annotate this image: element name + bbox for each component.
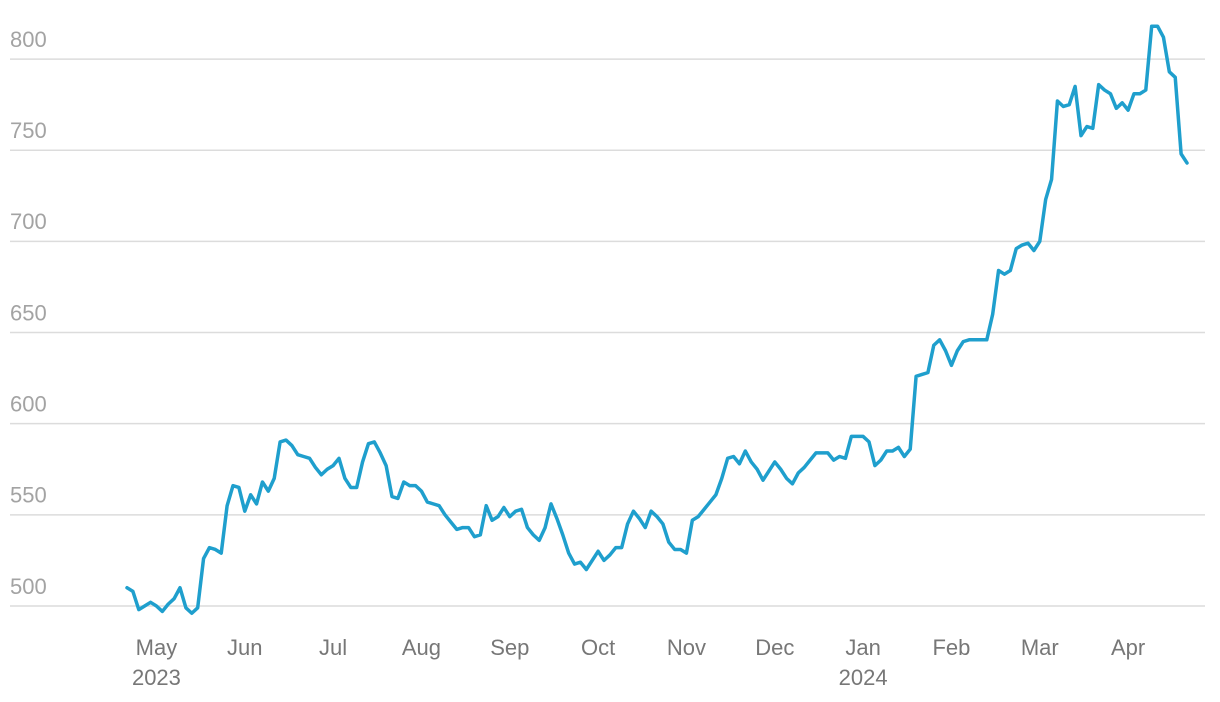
y-tick-label: 600 bbox=[10, 391, 47, 416]
y-tick-label: 500 bbox=[10, 574, 47, 599]
x-tick-label: Feb bbox=[932, 635, 971, 660]
x-tick-label: Oct bbox=[580, 635, 616, 660]
x-tick-label: Jul bbox=[319, 635, 348, 660]
x-tick-label: Jan 2024 bbox=[838, 635, 888, 690]
x-tick-label: Nov bbox=[666, 635, 706, 660]
x-tick-label: Apr bbox=[1110, 635, 1146, 660]
x-tick-label: Aug bbox=[401, 635, 442, 660]
price-line bbox=[125, 24, 1189, 616]
x-tick-label: May 2023 bbox=[131, 635, 181, 690]
y-tick-label: 750 bbox=[10, 118, 47, 143]
x-tick-label: Dec bbox=[755, 635, 795, 660]
y-tick-label: 800 bbox=[10, 27, 47, 52]
y-tick-label: 650 bbox=[10, 300, 47, 325]
x-tick-label: Mar bbox=[1020, 635, 1059, 660]
x-tick-label: Jun bbox=[227, 635, 263, 660]
x-tick-label: Sep bbox=[490, 635, 530, 660]
y-tick-label: 550 bbox=[10, 483, 47, 508]
y-tick-label: 700 bbox=[10, 209, 47, 234]
